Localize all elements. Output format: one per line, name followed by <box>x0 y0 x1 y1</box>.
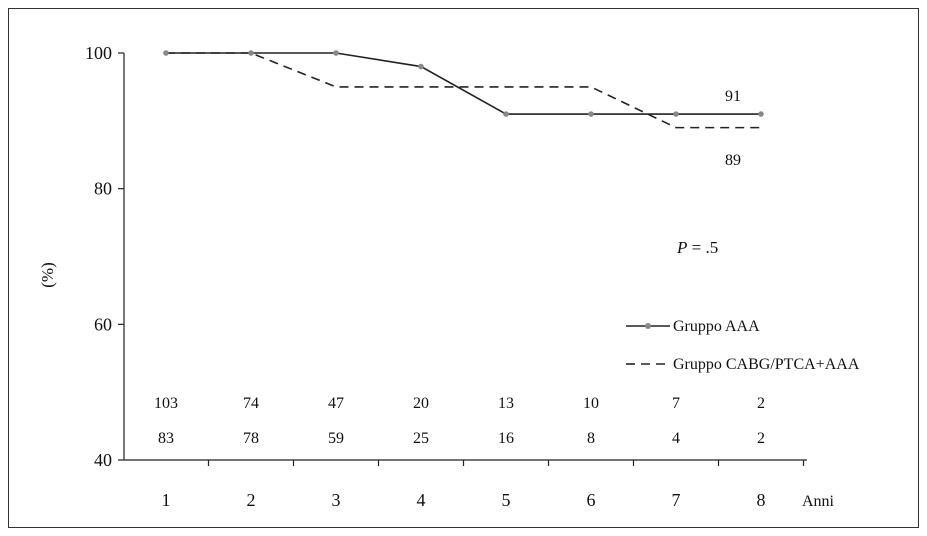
end-label-gruppo-cabg: 89 <box>725 152 741 169</box>
data-point-gruppo-aaa <box>248 50 254 56</box>
legend-label-gruppo-cabg: Gruppo CABG/PTCA+AAA <box>673 356 860 373</box>
risk-count: 78 <box>243 430 259 447</box>
x-tick-label: 6 <box>587 490 596 510</box>
legend-label-gruppo-aaa: Gruppo AAA <box>673 318 760 335</box>
x-tick-label: 5 <box>502 490 511 510</box>
risk-count: 25 <box>413 430 429 447</box>
legend: Gruppo AAA Gruppo CABG/PTCA+AAA <box>626 318 860 373</box>
series-line-gruppo-cabg <box>166 52 761 129</box>
risk-count: 8 <box>587 430 595 447</box>
labels-layer: (%) Anni P = .5 91 89 <box>38 88 835 510</box>
data-point-gruppo-aaa <box>163 50 169 56</box>
chart-frame: 40 60 80 100 1 2 3 4 5 6 7 8 (%) Anni P = .5 91 89 … <box>8 8 919 528</box>
risk-count: 103 <box>154 395 178 412</box>
p-value-annotation: P = .5 <box>676 238 718 257</box>
data-point-gruppo-aaa <box>588 111 594 117</box>
risk-count: 4 <box>672 430 680 447</box>
data-point-gruppo-aaa <box>503 111 509 117</box>
risk-count: 59 <box>328 430 344 447</box>
x-tick-label: 8 <box>757 490 766 510</box>
legend-item-gruppo-cabg: Gruppo CABG/PTCA+AAA <box>626 356 860 373</box>
y-axis-label: (%) <box>38 262 57 287</box>
end-label-gruppo-aaa: 91 <box>725 88 741 105</box>
risk-count: 2 <box>757 430 765 447</box>
numbers-at-risk-table: 103 74 47 20 13 10 7 2 83 78 59 25 16 8 4 2 <box>154 395 765 447</box>
x-tick-label: 2 <box>247 490 256 510</box>
x-tick-label: 4 <box>417 490 426 510</box>
data-point-gruppo-aaa <box>673 111 679 117</box>
series-line-gruppo-aaa <box>166 52 761 115</box>
y-tick-label: 40 <box>94 450 112 470</box>
series-layer <box>163 50 764 129</box>
risk-count: 13 <box>498 395 514 412</box>
y-tick-label: 80 <box>94 179 112 199</box>
risk-count: 20 <box>413 395 429 412</box>
risk-count: 83 <box>158 430 174 447</box>
y-tick-label: 60 <box>94 314 112 334</box>
risk-count: 10 <box>583 395 599 412</box>
data-point-gruppo-aaa <box>333 50 339 56</box>
data-point-gruppo-aaa <box>418 63 424 70</box>
data-point-gruppo-aaa <box>758 111 764 117</box>
risk-count: 47 <box>328 395 344 412</box>
x-tick-label: 3 <box>332 490 341 510</box>
x-axis-label: Anni <box>802 493 835 510</box>
legend-item-gruppo-aaa: Gruppo AAA <box>626 318 760 335</box>
x-tick-label: 1 <box>162 490 171 510</box>
y-tick-label: 100 <box>85 43 112 63</box>
risk-count: 2 <box>757 395 765 412</box>
risk-count: 74 <box>243 395 259 412</box>
risk-count: 7 <box>672 395 680 412</box>
legend-marker <box>645 323 651 329</box>
x-tick-label: 7 <box>672 490 681 510</box>
risk-count: 16 <box>498 430 514 447</box>
